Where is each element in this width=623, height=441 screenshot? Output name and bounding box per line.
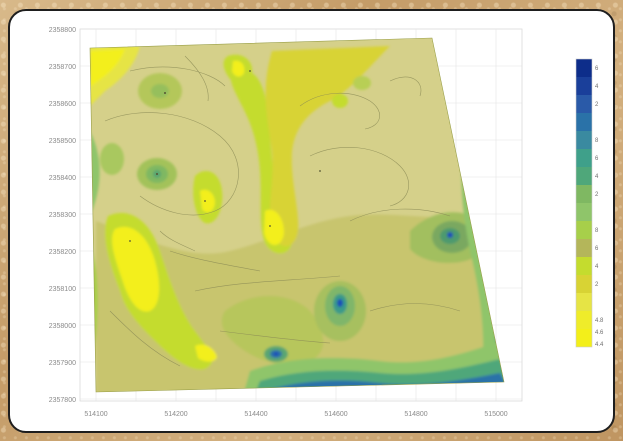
x-tick-label: 515000: [484, 411, 507, 418]
colorbar-label: 4.4: [595, 342, 604, 348]
colorbar-label: 2: [595, 192, 599, 198]
colorbar-label: 4: [595, 174, 599, 180]
y-tick-label: 2358500: [49, 138, 76, 145]
y-tick-label: 2358600: [49, 101, 76, 108]
colorbar-label: 6: [595, 156, 599, 162]
y-axis: 2358800 2358700 2358600 2358500 2358400 …: [49, 27, 76, 404]
x-tick-label: 514100: [84, 411, 107, 418]
x-tick-label: 514200: [164, 411, 187, 418]
colorbar-label: 8: [595, 138, 599, 144]
y-tick-label: 2358100: [49, 286, 76, 293]
contour-map: 2358800 2358700 2358600 2358500 2358400 …: [49, 27, 604, 418]
x-tick-label: 514600: [324, 411, 347, 418]
y-tick-label: 2358800: [49, 27, 76, 34]
colorbar-label: 6: [595, 246, 599, 252]
map-boundary: [89, 37, 505, 393]
colorbar-label: 8: [595, 228, 599, 234]
x-axis: 514100 514200 514400 514600 514800 51500…: [84, 411, 507, 418]
y-tick-label: 2358200: [49, 249, 76, 256]
colorbar-label: 4: [595, 264, 599, 270]
colorbar-label: 4.8: [595, 318, 604, 324]
colorbar-label: 2: [595, 282, 599, 288]
y-tick-label: 2358000: [49, 323, 76, 330]
y-tick-label: 2357800: [49, 397, 76, 404]
colorbar-label: 6: [595, 66, 599, 72]
x-tick-label: 514400: [244, 411, 267, 418]
y-tick-label: 2358700: [49, 64, 76, 71]
colorbar-label: 2: [595, 102, 599, 108]
y-tick-label: 2357900: [49, 360, 76, 367]
map-frame: 2358800 2358700 2358600 2358500 2358400 …: [8, 9, 615, 433]
contour-lines: [104, 55, 461, 367]
colorbar: 6 4 2 8 6 4 2 8 6 4 2 4.8 4.6 4.4: [575, 58, 604, 348]
colorbar-label: 4: [595, 84, 599, 90]
colorbar-label: 4.6: [595, 330, 604, 336]
x-tick-label: 514800: [404, 411, 427, 418]
y-tick-label: 2358300: [49, 212, 76, 219]
contour-fill: [90, 38, 504, 392]
y-tick-label: 2358400: [49, 175, 76, 182]
